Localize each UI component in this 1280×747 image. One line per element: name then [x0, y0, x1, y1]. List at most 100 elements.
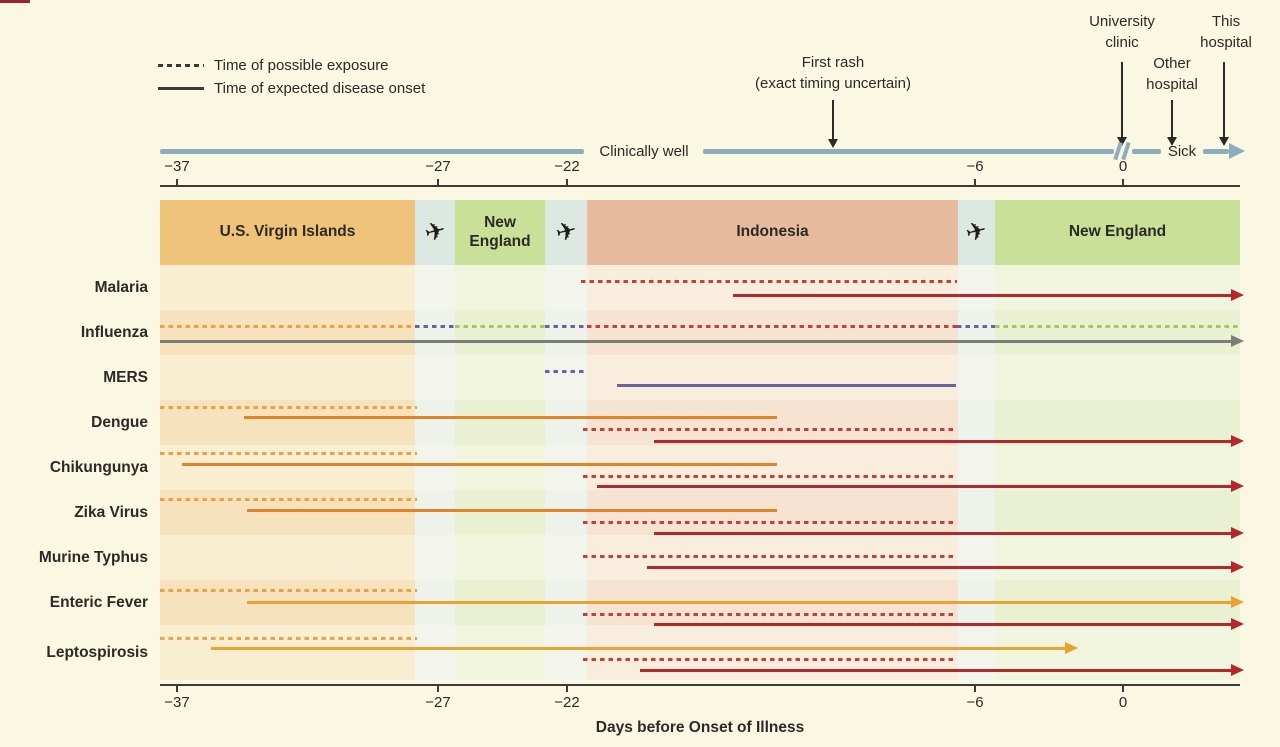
- mers-exposure-line: [545, 369, 585, 373]
- arrow-head-icon: [1231, 527, 1244, 539]
- disease-label-enteric-fever: Enteric Fever: [49, 593, 148, 611]
- arrow-head-icon: [1231, 480, 1244, 492]
- tick-label-bottom: −22: [554, 694, 580, 711]
- location-header-us-virgin-islands: U.S. Virgin Islands: [160, 200, 415, 265]
- row-band-cell: [995, 535, 1240, 580]
- row-band-cell: [455, 535, 545, 580]
- row-band-cell: [455, 625, 545, 680]
- chikungunya-exposure-line: [583, 474, 957, 478]
- annotation-university-clinic: University clinic: [1052, 12, 1192, 53]
- tick-label-bottom: −27: [425, 694, 451, 711]
- timeline-segment: [160, 148, 584, 154]
- row-band-cell: [545, 265, 587, 310]
- location-header-travel-1: ✈: [415, 200, 455, 265]
- first-rash-line2: (exact timing uncertain): [755, 74, 911, 92]
- row-band-cell: [455, 355, 545, 400]
- row-band-cell: [415, 310, 455, 355]
- location-header-travel-2: ✈: [545, 200, 587, 265]
- row-tint-overlay: [160, 355, 1240, 400]
- timeline-segment: [703, 148, 1114, 154]
- row-tint-overlay: [160, 535, 1240, 580]
- tick-label-top: −22: [554, 158, 580, 175]
- influenza-exposure-line: [415, 324, 455, 328]
- row-band-cell: [587, 400, 958, 445]
- row-band-cell: [415, 400, 455, 445]
- tick-label-bottom: −37: [164, 694, 190, 711]
- disease-label-zika-virus: Zika Virus: [74, 503, 148, 521]
- other-hospital-line1: Other: [1153, 55, 1191, 72]
- row-band-cell: [995, 265, 1240, 310]
- solid-line-sample-icon: [158, 87, 204, 90]
- enteric-fever-onset-line: [654, 622, 1232, 626]
- row-band-cell: [455, 445, 545, 490]
- influenza-exposure-line: [160, 324, 415, 328]
- chikungunya-exposure-line: [160, 451, 417, 455]
- legend-onset-label: Time of expected disease onset: [214, 80, 426, 97]
- tick-mark-top: [974, 179, 976, 185]
- row-band-cell: [587, 265, 958, 310]
- arrow-head-icon: [1231, 596, 1244, 608]
- university-clinic-line1: University: [1089, 13, 1155, 30]
- row-band-cell: [415, 535, 455, 580]
- row-band-cell: [455, 265, 545, 310]
- zika-virus-exposure-line: [583, 520, 957, 524]
- disease-label-influenza: Influenza: [80, 323, 148, 341]
- row-band-cell: [545, 310, 587, 355]
- legend: Time of possible exposure Time of expect…: [158, 54, 425, 100]
- disease-label-malaria: Malaria: [94, 278, 148, 296]
- row-band-cell: [958, 535, 995, 580]
- location-header-indonesia: Indonesia: [587, 200, 958, 265]
- arrow-head-icon: [1231, 561, 1244, 573]
- location-label-us-virgin-islands: U.S. Virgin Islands: [219, 223, 356, 241]
- row-band-cell: [587, 535, 958, 580]
- legend-item-onset: Time of expected disease onset: [158, 77, 425, 100]
- row-band-cell: [160, 535, 415, 580]
- row-band-cell: [415, 355, 455, 400]
- arrow-head-icon: [1231, 289, 1244, 301]
- timeline-segment: [1132, 148, 1161, 154]
- dengue-onset-line: [244, 415, 777, 419]
- row-band-cell: [958, 445, 995, 490]
- row-band-cell: [587, 355, 958, 400]
- row-band-cell: [958, 355, 995, 400]
- annotation-other-hospital: Other hospital: [1102, 54, 1242, 95]
- arrow-head-icon: [1231, 335, 1244, 347]
- tick-label-top: −27: [425, 158, 451, 175]
- x-axis-title: Days before Onset of Illness: [595, 719, 805, 736]
- zika-virus-onset-line: [247, 508, 777, 512]
- arrow-head-icon: [1231, 618, 1244, 630]
- first-rash-line1: First rash: [801, 54, 865, 71]
- row-band-cell: [415, 445, 455, 490]
- location-label-indonesia: Indonesia: [736, 223, 809, 241]
- clinically-well-label: Clinically well: [599, 143, 689, 160]
- disease-label-chikungunya: Chikungunya: [49, 458, 148, 476]
- leptospirosis-onset-line: [640, 668, 1232, 672]
- dengue-exposure-line: [583, 427, 957, 431]
- tick-mark-bottom: [437, 685, 439, 692]
- timeline-segment: [1203, 148, 1229, 154]
- tick-mark-top: [1122, 179, 1124, 185]
- legend-exposure-label: Time of possible exposure: [214, 57, 389, 74]
- tick-label-top: −37: [164, 158, 190, 175]
- x-axis-line-bottom: [160, 684, 1240, 686]
- down-arrow-icon: [1219, 62, 1229, 146]
- sick-label: Sick: [1167, 143, 1197, 160]
- crop-artifact: [0, 0, 30, 3]
- tick-mark-bottom: [566, 685, 568, 692]
- location-header-new-england-2: New England: [995, 200, 1240, 265]
- row-band-cell: [545, 535, 587, 580]
- disease-label-mers: MERS: [103, 368, 148, 386]
- influenza-onset-line: [160, 339, 1232, 343]
- row-band-cell: [160, 310, 415, 355]
- row-band-cell: [415, 265, 455, 310]
- enteric-fever-exposure-line: [160, 588, 417, 592]
- timeline-arrow-head-icon: [1229, 142, 1245, 159]
- tick-mark-top: [437, 179, 439, 185]
- influenza-exposure-line: [957, 324, 995, 328]
- tick-label-bottom: 0: [1118, 694, 1128, 711]
- down-arrow-icon: [828, 100, 838, 148]
- annotation-this-hospital: This hospital: [1156, 12, 1280, 53]
- arrow-head-icon: [1231, 435, 1244, 447]
- mers-onset-line: [617, 383, 956, 387]
- influenza-exposure-line: [455, 324, 545, 328]
